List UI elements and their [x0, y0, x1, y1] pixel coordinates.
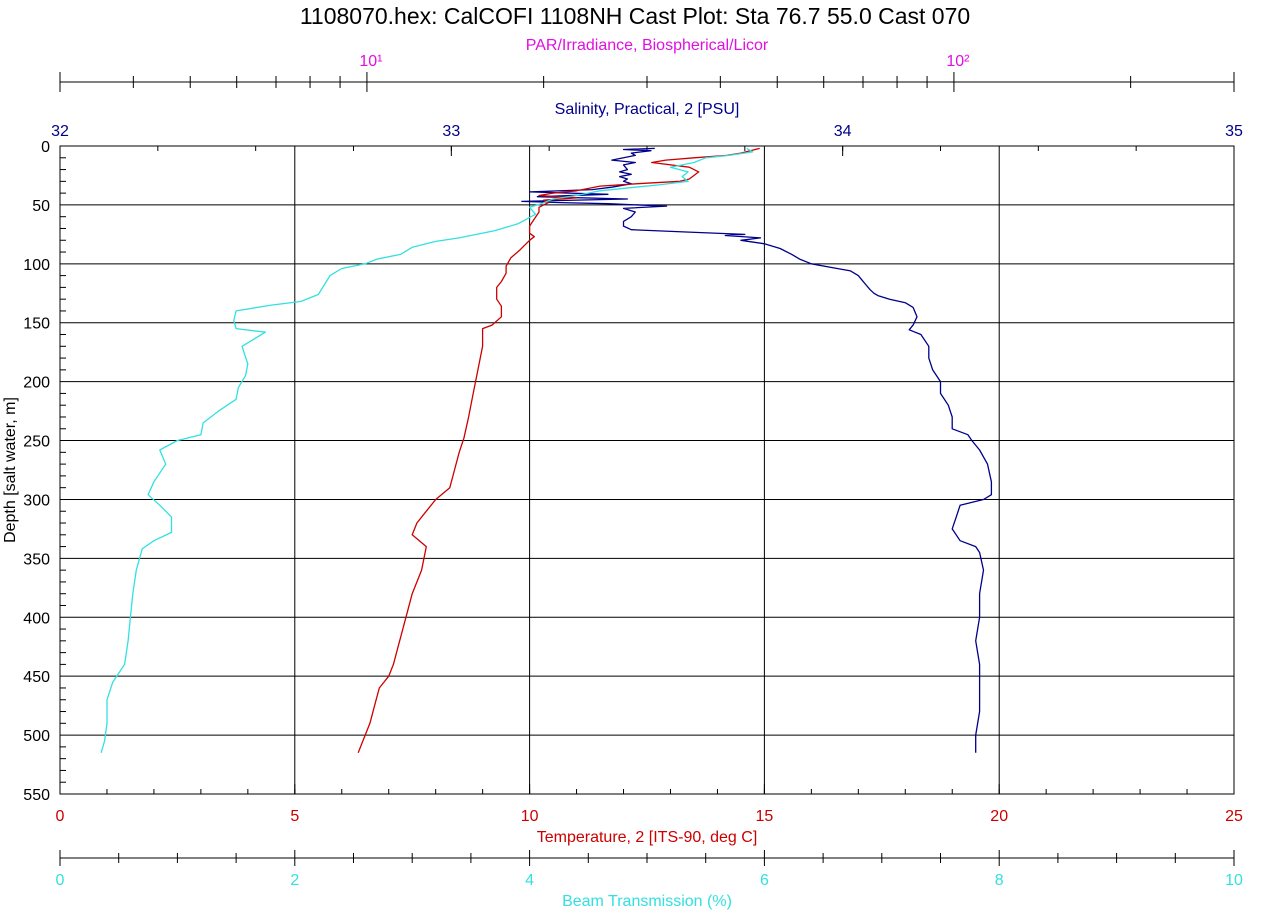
depth-tick-label: 550 [23, 787, 50, 804]
temperature-tick-label: 25 [1225, 808, 1243, 825]
salinity-tick-label: 32 [51, 123, 69, 140]
beam-profile-line [100, 147, 754, 753]
depth-tick-label: 500 [23, 728, 50, 745]
beam-axis-label: Beam Transmission (%) [562, 893, 732, 910]
chart-title: 1108070.hex: CalCOFI 1108NH Cast Plot: S… [300, 3, 970, 29]
salinity-tick-label: 33 [442, 123, 460, 140]
temperature-tick-label: 5 [290, 808, 299, 825]
par-axis-label: PAR/Irradiance, Biospherical/Licor [526, 37, 769, 54]
depth-tick-label: 50 [32, 198, 50, 215]
beam-tick-label: 0 [56, 872, 65, 889]
temperature-profile-line [357, 147, 760, 754]
beam-tick-label: 8 [995, 872, 1004, 889]
depth-tick-label: 450 [23, 669, 50, 686]
depth-tick-label: 250 [23, 434, 50, 451]
temperature-tick-label: 10 [521, 808, 539, 825]
depth-tick-label: 350 [23, 551, 50, 568]
par-tick-label: 10² [946, 53, 970, 70]
salinity-tick-label: 34 [834, 123, 852, 140]
beam-tick-label: 10 [1225, 872, 1243, 889]
temperature-tick-label: 0 [56, 808, 65, 825]
depth-tick-label: 300 [23, 492, 50, 509]
depth-tick-label: 0 [41, 139, 50, 156]
grid-lines [60, 146, 1234, 794]
depth-tick-label: 100 [23, 257, 50, 274]
temperature-axis-label: Temperature, 2 [ITS-90, deg C] [537, 829, 758, 846]
depth-tick-label: 200 [23, 375, 50, 392]
salinity-profile-line [521, 147, 993, 753]
par-tick-label: 10¹ [359, 53, 382, 70]
beam-tick-label: 4 [525, 872, 534, 889]
salinity-axis-label: Salinity, Practical, 2 [PSU] [555, 101, 740, 118]
data-series [100, 147, 993, 754]
temperature-tick-label: 20 [990, 808, 1008, 825]
depth-tick-label: 150 [23, 316, 50, 333]
plot-frame [59, 145, 1235, 795]
beam-tick-label: 6 [760, 872, 769, 889]
y-axis-label: Depth [salt water, m] [2, 397, 19, 543]
temperature-tick-label: 15 [756, 808, 774, 825]
beam-tick-label: 2 [290, 872, 299, 889]
depth-tick-label: 400 [23, 610, 50, 627]
salinity-tick-label: 35 [1225, 123, 1243, 140]
